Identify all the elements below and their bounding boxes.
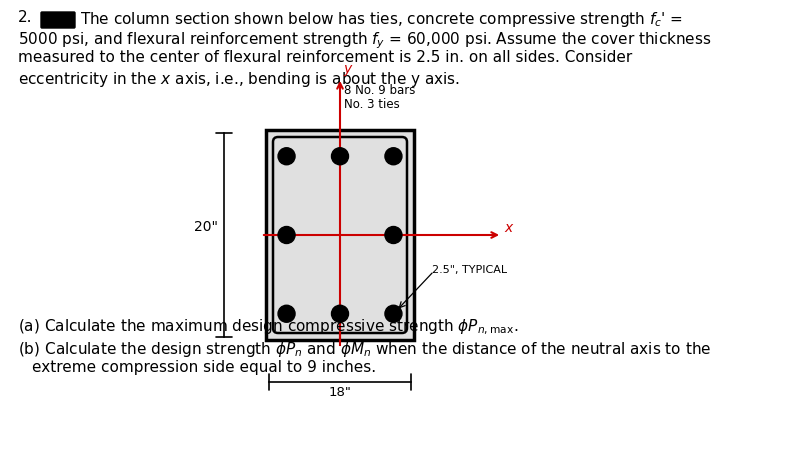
Text: extreme compression side equal to 9 inches.: extreme compression side equal to 9 inch…: [32, 360, 376, 375]
FancyBboxPatch shape: [41, 12, 75, 28]
Text: y: y: [343, 62, 351, 76]
Circle shape: [332, 148, 348, 165]
Circle shape: [278, 226, 295, 244]
Text: No. 3 ties: No. 3 ties: [344, 98, 400, 111]
Circle shape: [332, 305, 348, 322]
Text: x: x: [504, 221, 512, 235]
Text: 5000 psi, and flexural reinforcement strength $f_y$ = 60,000 psi. Assume the cov: 5000 psi, and flexural reinforcement str…: [18, 30, 712, 51]
Bar: [266, 130, 414, 340]
Text: 8 No. 9 bars: 8 No. 9 bars: [344, 84, 415, 97]
Circle shape: [278, 148, 295, 165]
Text: 18": 18": [328, 386, 351, 399]
Circle shape: [278, 305, 295, 322]
Text: measured to the center of flexural reinforcement is 2.5 in. on all sides. Consid: measured to the center of flexural reinf…: [18, 50, 632, 65]
Circle shape: [385, 148, 402, 165]
Text: The column section shown below has ties, concrete compressive strength $f_c$' =: The column section shown below has ties,…: [80, 10, 683, 29]
Text: 20": 20": [194, 220, 218, 234]
Circle shape: [385, 226, 402, 244]
Circle shape: [385, 305, 402, 322]
Text: 2.: 2.: [18, 10, 33, 25]
Text: (b) Calculate the design strength $\phi P_n$ and $\phi M_n$ when the distance of: (b) Calculate the design strength $\phi …: [18, 340, 712, 359]
Text: 2.5", TYPICAL: 2.5", TYPICAL: [432, 265, 507, 275]
Text: eccentricity in the $x$ axis, i.e., bending is about the y axis.: eccentricity in the $x$ axis, i.e., bend…: [18, 70, 460, 89]
Text: (a) Calculate the maximum design compressive strength $\phi P_{n,\mathrm{max}}$.: (a) Calculate the maximum design compres…: [18, 318, 518, 337]
